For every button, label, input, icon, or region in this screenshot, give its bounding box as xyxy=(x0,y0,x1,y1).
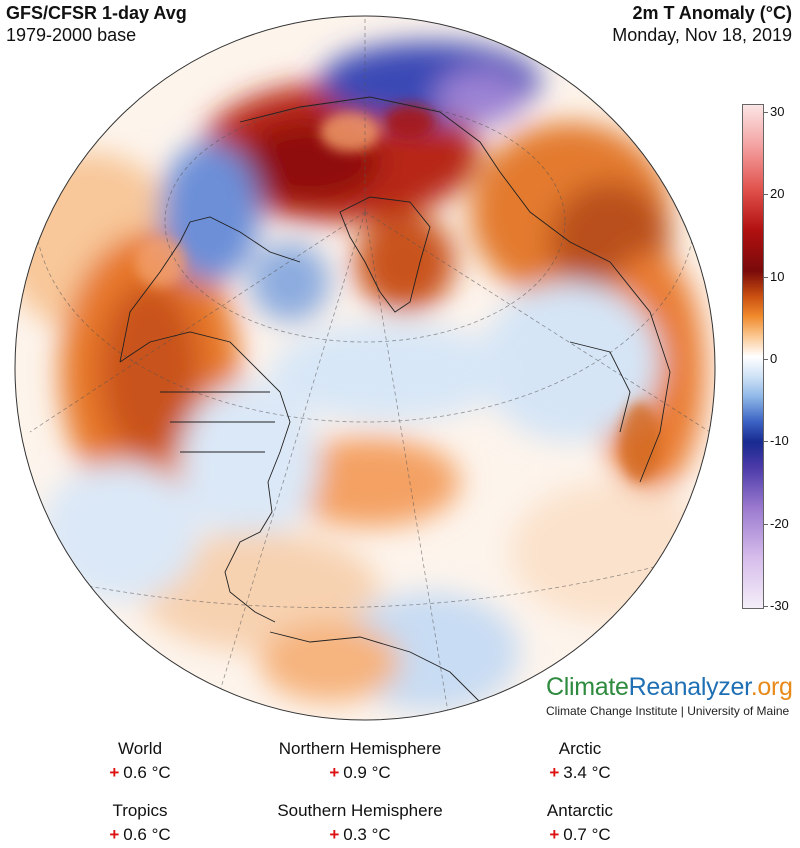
globe-svg xyxy=(14,15,716,721)
stat-tropics: Tropics +0.6 °C xyxy=(20,800,260,848)
stat-label: Tropics xyxy=(112,801,168,820)
colorbar-tick-20: 20 xyxy=(770,186,785,201)
stat-sign: + xyxy=(329,763,340,782)
variable-name: 2m T Anomaly (°C) xyxy=(632,3,792,23)
stat-label: Antarctic xyxy=(546,801,614,820)
stat-northern-hemisphere: Northern Hemisphere +0.9 °C xyxy=(240,738,480,786)
brand-part-climate: Climate xyxy=(546,673,629,701)
stat-antarctic: Antarctic +0.7 °C xyxy=(460,800,700,848)
stat-world: World +0.6 °C xyxy=(20,738,260,786)
colorbar-tick-30: 30 xyxy=(770,104,785,119)
colorbar-tick-minus-10: -10 xyxy=(770,433,789,448)
stat-value: 0.6 °C xyxy=(123,825,171,844)
stat-sign: + xyxy=(109,825,120,844)
stat-value: 0.3 °C xyxy=(343,825,391,844)
header-left: GFS/CFSR 1-day Avg 1979-2000 base xyxy=(6,2,187,46)
stat-sign: + xyxy=(549,763,560,782)
colorbar-tick-0: 0 xyxy=(770,351,778,366)
colorbar-tick-minus-20: -20 xyxy=(770,516,789,531)
stat-value: 0.6 °C xyxy=(123,763,171,782)
baseline-period: 1979-2000 base xyxy=(6,25,137,45)
header-right: 2m T Anomaly (°C) Monday, Nov 18, 2019 xyxy=(612,2,792,46)
stat-arctic: Arctic +3.4 °C xyxy=(460,738,700,786)
stat-label: Northern Hemisphere xyxy=(278,739,442,758)
stat-sign: + xyxy=(329,825,340,844)
anomaly-field xyxy=(15,16,715,720)
colorbar xyxy=(742,104,764,609)
brand-part-reanalyzer: Reanalyzer xyxy=(628,673,751,701)
colorbar-tick-10: 10 xyxy=(770,269,785,284)
colorbar-tick-minus-30: -30 xyxy=(770,598,789,613)
brand-part-org: .org xyxy=(750,673,793,701)
stat-label: World xyxy=(117,739,163,758)
stat-label: Southern Hemisphere xyxy=(277,801,443,820)
brand-logo[interactable]: ClimateReanalyzer.org xyxy=(546,673,793,702)
stat-sign: + xyxy=(549,825,560,844)
stat-label: Arctic xyxy=(558,739,602,758)
stat-value: 0.7 °C xyxy=(563,825,611,844)
stat-sign: + xyxy=(109,763,120,782)
globe-map xyxy=(10,12,720,724)
globe-outline xyxy=(14,15,716,721)
brand-subtitle: Climate Change Institute | University of… xyxy=(546,704,790,718)
stat-value: 3.4 °C xyxy=(563,763,611,782)
map-title: GFS/CFSR 1-day Avg xyxy=(6,3,187,23)
coastlines xyxy=(119,96,671,703)
stat-southern-hemisphere: Southern Hemisphere +0.3 °C xyxy=(240,800,480,848)
map-date: Monday, Nov 18, 2019 xyxy=(612,25,792,45)
stat-value: 0.9 °C xyxy=(343,763,391,782)
